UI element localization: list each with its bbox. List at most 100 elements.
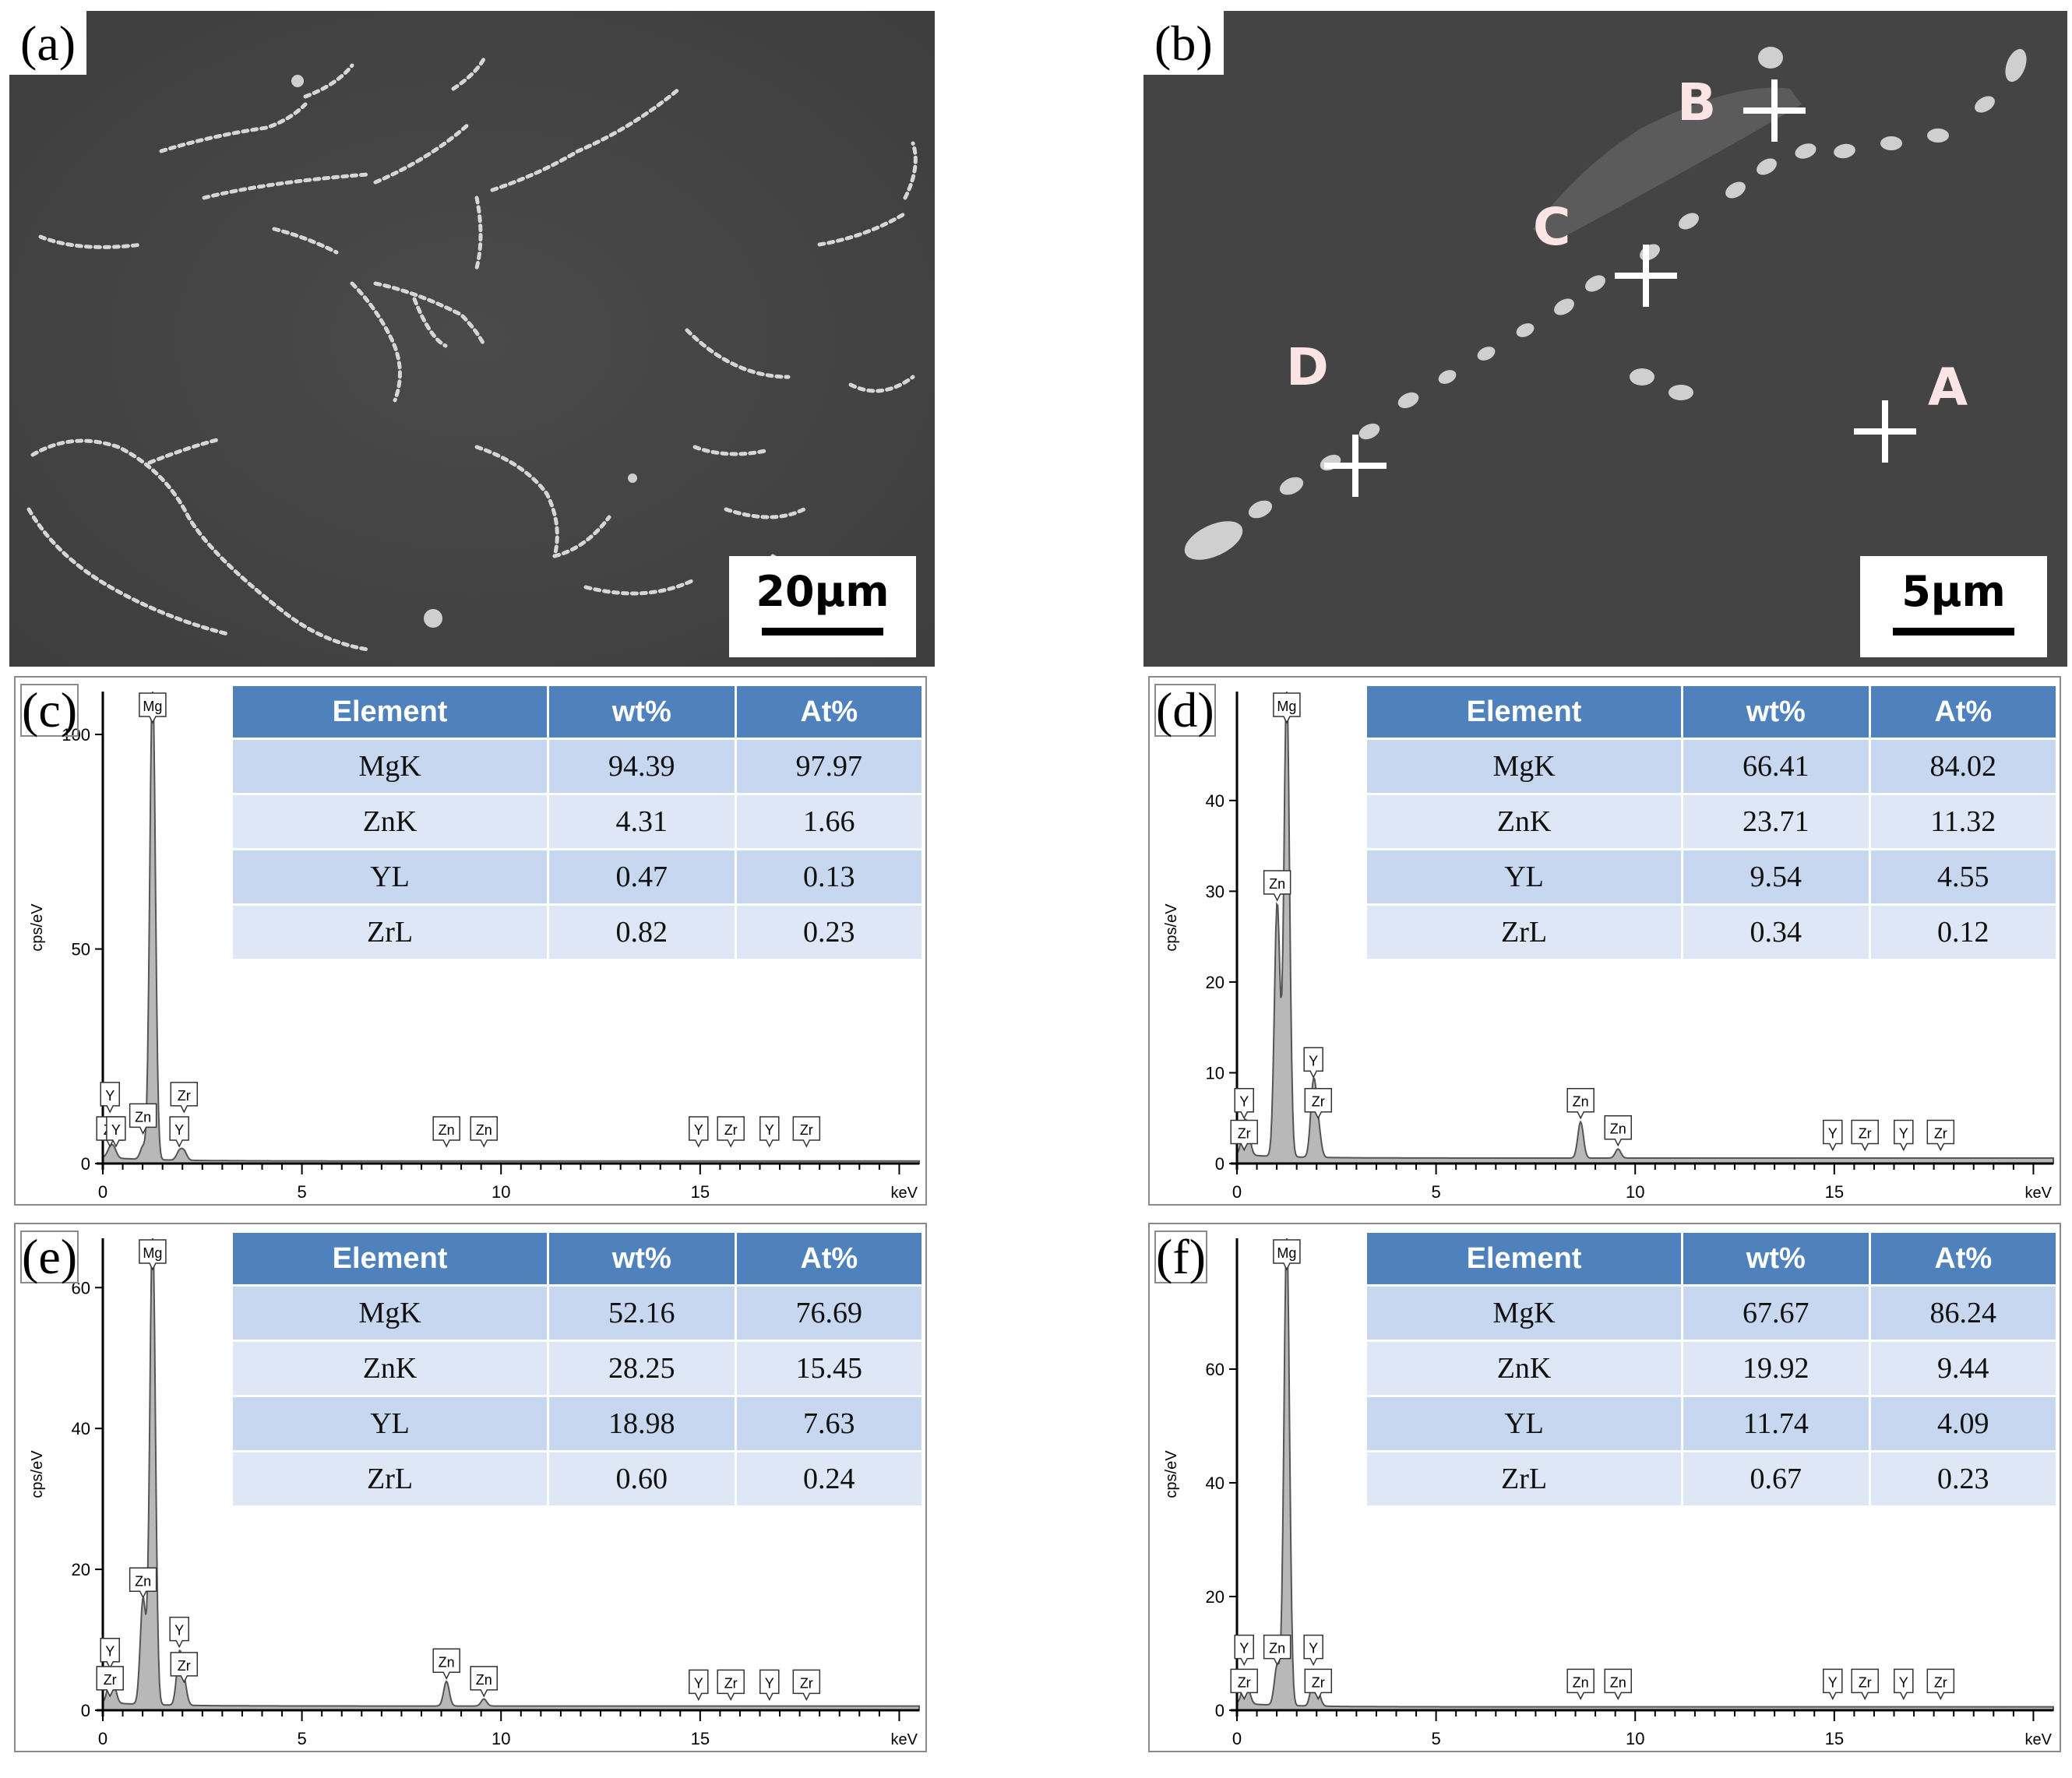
peak-tag-label: Zn [1573,1674,1589,1690]
wt-cell: 28.25 [547,1340,737,1397]
col-header-at: At% [734,684,925,740]
x-tick-label: 15 [1825,1182,1844,1202]
at-cell: 1.66 [734,793,925,850]
wt-cell: 23.71 [1681,793,1871,850]
table-row: MgK 67.67 86.24 [1364,1284,2059,1342]
peak-tag-box [1566,1668,1595,1701]
col-header-element: Element [230,684,550,740]
peak-tag-box [1273,692,1301,724]
element-cell: ZnK [230,793,550,850]
peak-tag-box [1273,1239,1301,1271]
y-tick-label: 100 [62,725,90,745]
y-tick-label: 40 [1206,791,1225,811]
at-cell: 84.02 [1868,738,2059,795]
at-cell: 76.69 [734,1284,925,1342]
wt-cell: 0.82 [547,903,737,961]
at-cell: 7.63 [734,1395,925,1452]
eds-spectrum-f: 0 5 10 15 keV 0 20 40 60 cps/eV Mg Zn Y Zr Y Zr Zn Zn Y Zr Y… [1163,1238,2054,1748]
peak-tag-label: Y [694,1675,703,1691]
peak-tag-box [792,1116,821,1148]
peak-tag-box [1926,1119,1955,1152]
peak-tag-label: Zn [476,1122,492,1138]
peak-tag-label: Zr [178,1088,191,1104]
peak-tag: Y [1303,1634,1323,1667]
peak-tag-label: Zr [1312,1094,1325,1110]
at-cell: 15.45 [734,1340,925,1397]
peak-tag-label: Y [111,1122,121,1138]
scale-bar-box-b: 5μm [1860,556,2047,657]
wt-cell: 11.74 [1681,1395,1871,1452]
y-tick-label: 30 [1206,882,1225,901]
peak-tag-label: Zn [1269,876,1285,892]
table-row: MgK 66.41 84.02 [1364,738,2059,795]
element-cell: ZrL [230,903,550,961]
peak-tag-label: Y [1309,1053,1318,1069]
peak-tag: Y [1303,1047,1323,1079]
peak-tag-box [169,1116,189,1148]
peak-tag-label: Zr [1859,1674,1872,1690]
table-row: ZnK 28.25 15.45 [230,1340,925,1397]
peak-tag-box [139,1239,167,1271]
peak-tag: Zn [432,1648,460,1680]
peak-tag-box [1303,1047,1323,1079]
peak-tag-label: Zn [439,1654,455,1670]
wt-cell: 0.34 [1681,903,1871,961]
peak-tag-box [100,1637,120,1670]
element-cell: ZrL [230,1450,550,1508]
x-tick-label: 0 [98,1182,107,1202]
peak-tag-label: Y [1828,1674,1838,1690]
peak-tag-box [1894,1119,1914,1152]
peak-tag-label: Y [1309,1641,1318,1657]
peak-tag: Y [759,1669,780,1702]
peak-tag-box [1234,1087,1254,1120]
y-tick-label: 20 [1206,973,1225,992]
table-row: ZnK 4.31 1.66 [230,793,925,850]
peak-tag-box [129,1103,157,1135]
wt-cell: 0.60 [547,1450,737,1508]
peak-tag-label: Y [1899,1674,1908,1690]
peak-tag-box [717,1669,745,1702]
peak-tag-box [139,692,167,724]
y-tick-label: 60 [1206,1360,1225,1379]
panel-label-a: (a) [9,11,87,75]
x-unit-label: keV [2025,1731,2053,1748]
element-cell: YL [230,848,550,906]
peak-tag-label: Zn [1573,1094,1589,1110]
peak-tag: Zr [170,1652,199,1684]
peak-tag-box [106,1116,126,1148]
peak-tag-box [1604,1668,1632,1701]
peak-tag: Zn [432,1116,460,1148]
wt-cell: 18.98 [547,1395,737,1452]
peak-tag: Zn [1263,870,1291,902]
peak-tag-box [96,1666,124,1698]
wt-cell: 52.16 [547,1284,737,1342]
eds-table-d: Element wt% At% MgK 66.41 84.02 ZnK 23.71 11… [1364,684,2059,961]
peak-tag: Zr [170,1082,199,1114]
point-label-a: A [1928,357,1968,417]
peak-tag-label: Zr [1859,1126,1872,1142]
peak-tag: Zr [1304,1668,1333,1701]
scale-bar-a [762,628,883,636]
col-header-element: Element [230,1231,550,1287]
peak-tag: Mg [1273,692,1301,724]
at-cell: 4.09 [1868,1395,2059,1452]
peak-tag-label: Zr [724,1122,738,1138]
wt-cell: 66.41 [1681,738,1871,795]
peak-tag-label: Zn [135,1573,151,1589]
peak-tag-label: Zn [439,1122,455,1138]
peak-tag: Zn [1566,1668,1595,1701]
peak-tag-label: Y [174,1623,184,1639]
peak-tag-box [792,1669,821,1702]
peak-tag-label: Y [1899,1126,1908,1142]
peak-tag: Mg [139,692,167,724]
at-cell: 86.24 [1868,1284,2059,1342]
peak-tag-label: Zn [1610,1674,1626,1690]
at-cell: 0.13 [734,848,925,906]
peak-tag-box [1823,1119,1843,1152]
y-axis-label: cps/eV [1163,1450,1180,1498]
col-header-element: Element [1364,1231,1684,1287]
col-header-element: Element [1364,684,1684,740]
peak-tag-label: Zr [1238,1674,1251,1690]
peak-tag-label: Zr [1238,1126,1251,1142]
peak-tag: Zr [1230,1119,1258,1152]
